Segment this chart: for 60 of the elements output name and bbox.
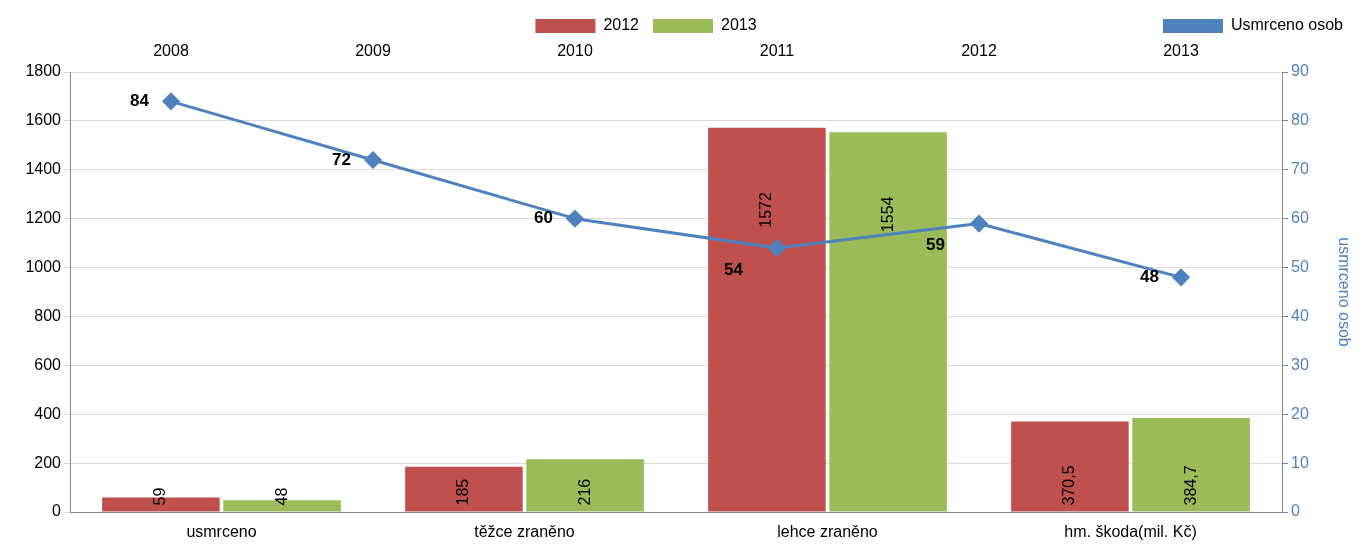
y2-tick-label: 30 [1291,355,1309,373]
y2-tick-label: 90 [1291,62,1309,80]
bar [829,132,947,512]
data-label: 48 [1140,267,1159,287]
data-label: 60 [534,208,553,228]
y-tick-label: 1600 [25,111,62,129]
y-tick-label: 1200 [25,209,62,227]
data-label: 59 [151,487,169,506]
bar [405,466,523,512]
y2-tick-label: 50 [1291,257,1309,275]
y-tick-label: 600 [34,355,62,373]
x-tick-label: těžce zraněno [474,523,575,541]
x-tick-label: 2008 [153,41,189,59]
x-tick-label: lehce zraněno [777,523,878,541]
bar [526,459,644,512]
data-label: 370,5 [1060,465,1078,506]
x-tick-label: 2011 [759,41,795,59]
data-label: 48 [272,487,290,506]
legend-label: 2013 [721,16,757,34]
data-label: 54 [724,259,744,279]
data-label: 1572 [757,192,775,228]
point [1172,268,1190,286]
x-tick-label: 2009 [355,41,391,59]
x-tick-label: usmrceno [186,523,257,541]
y-tick-label: 800 [34,306,62,324]
point [768,239,786,257]
x-tick-label: 2010 [557,41,593,59]
y-tick-label: 1000 [25,257,62,275]
y-tick-label: 1800 [25,62,62,80]
bar [708,127,826,512]
y2-axis-title: usmrceno osob [1335,237,1353,347]
point [566,210,584,228]
y-tick-label: 1400 [25,160,62,178]
data-label: 72 [332,149,351,169]
y2-tick-label: 0 [1291,502,1300,520]
x-tick-label: 2012 [961,41,997,59]
y2-tick-label: 40 [1291,306,1309,324]
legend-label: Usmrceno osob [1230,16,1344,34]
y2-tick-label: 20 [1291,404,1309,422]
y2-tick-label: 60 [1291,209,1309,227]
point [364,151,382,169]
point [970,215,988,233]
y2-tick-label: 70 [1291,160,1309,178]
data-label: 1554 [878,196,896,233]
x-tick-label: 2013 [1163,41,1199,59]
y-tick-label: 0 [52,502,62,520]
point [162,92,180,110]
data-label: 216 [575,478,593,506]
bar [1132,417,1250,512]
x-tick-label: hm. škoda(mil. Kč) [1064,523,1197,541]
bar [1011,421,1129,512]
y-tick-label: 400 [34,404,62,422]
data-label: 84 [130,91,150,111]
y2-tick-label: 80 [1291,111,1309,129]
legend-label: 2012 [603,16,640,34]
y-tick-label: 200 [34,453,62,471]
data-label: 59 [926,235,945,255]
y2-tick-label: 10 [1291,453,1309,471]
data-label: 384,7 [1181,465,1199,506]
data-label: 185 [454,478,472,506]
